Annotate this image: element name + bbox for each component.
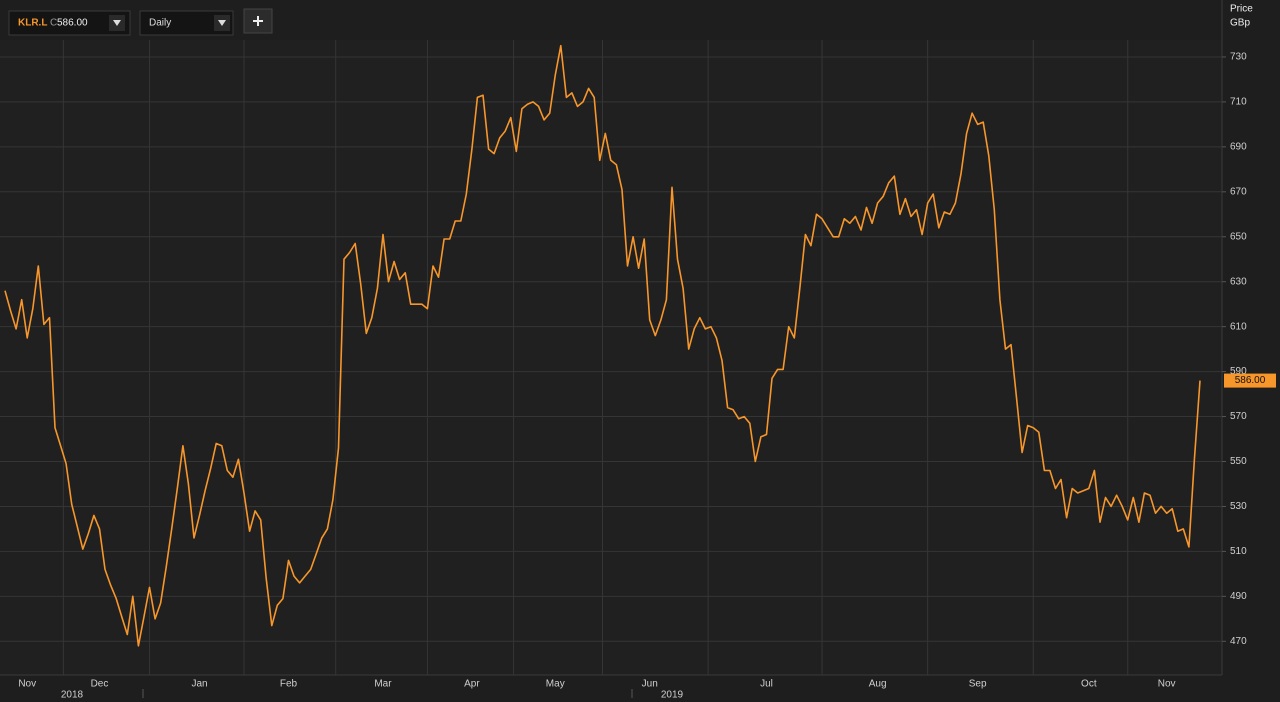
y-tick-label: 530	[1230, 501, 1247, 512]
plot-area	[0, 40, 1222, 675]
interval: Daily	[149, 18, 171, 29]
y-tick-label: 730	[1230, 52, 1247, 63]
close-prefix: C	[50, 18, 57, 29]
y-tick-label: 650	[1230, 231, 1247, 242]
x-tick-label: Jan	[191, 679, 207, 690]
y-tick-label: 590	[1230, 366, 1247, 377]
x-tick-label: Mar	[374, 679, 392, 690]
y-tick-label: 510	[1230, 546, 1247, 557]
ric: KLR.L	[18, 18, 47, 29]
last-value-label: 586.00	[1235, 375, 1266, 386]
axis-title: Price	[1230, 4, 1253, 15]
x-tick-label: Jun	[642, 679, 658, 690]
x-tick-label: Nov	[18, 679, 36, 690]
x-tick-label: Dec	[91, 679, 109, 690]
y-tick-label: 570	[1230, 411, 1247, 422]
x-tick-label: Sep	[969, 679, 987, 690]
x-tick-label: May	[546, 679, 565, 690]
x-tick-label: Apr	[464, 679, 480, 690]
x-tick-label: Feb	[280, 679, 298, 690]
toolbar: KLR.L C 586.00 Daily	[8, 8, 273, 36]
axis-unit: GBp	[1230, 18, 1250, 29]
x-tick-label: Nov	[1158, 679, 1176, 690]
x-tick-label: Oct	[1081, 679, 1097, 690]
y-tick-label: 550	[1230, 456, 1247, 467]
y-tick-label: 670	[1230, 186, 1247, 197]
y-tick-label: 630	[1230, 276, 1247, 287]
price-line	[4, 44, 1201, 647]
y-tick-label: 710	[1230, 97, 1247, 108]
last-value-tag	[1224, 373, 1276, 388]
y-tick-label: 690	[1230, 142, 1247, 153]
plus-icon	[253, 16, 263, 26]
x-tick-label: Jul	[760, 679, 773, 690]
dropdown-arrow	[218, 20, 226, 26]
y-tick-label: 470	[1230, 636, 1247, 647]
x-tick-label: Aug	[869, 679, 887, 690]
year-label: 2018	[61, 690, 84, 701]
y-tick-label: 610	[1230, 321, 1247, 332]
dropdown-arrow	[113, 20, 121, 26]
year-label: 2019	[661, 690, 684, 701]
y-tick-label: 490	[1230, 591, 1247, 602]
close-price: 586.00	[57, 18, 88, 29]
